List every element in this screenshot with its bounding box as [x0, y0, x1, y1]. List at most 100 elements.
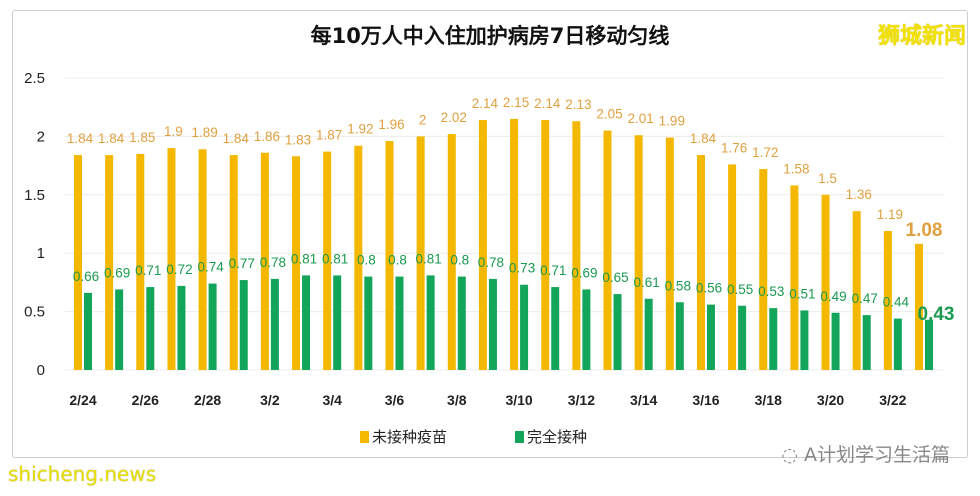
data-label-fully-vaccinated: 0.47 [852, 291, 878, 306]
bar-unvaccinated [74, 155, 82, 370]
bar-unvaccinated [541, 120, 550, 370]
x-tick-label: 3/4 [322, 392, 342, 408]
bar-fully-vaccinated [270, 278, 279, 370]
bar-unvaccinated [136, 153, 145, 370]
bar-unvaccinated [323, 151, 332, 370]
bar-fully-vaccinated [457, 276, 466, 370]
bar-unvaccinated [447, 134, 456, 370]
bar-fully-vaccinated [551, 287, 560, 370]
data-label-fully-vaccinated: 0.77 [229, 256, 255, 271]
bar-fully-vaccinated [488, 278, 497, 370]
bar-fully-vaccinated [302, 275, 311, 370]
bar-unvaccinated [416, 136, 425, 370]
bar-unvaccinated [634, 135, 643, 370]
bar-fully-vaccinated [893, 318, 902, 370]
bar-fully-vaccinated [177, 285, 186, 370]
x-tick-label: 3/10 [505, 392, 532, 408]
legend-swatch [515, 430, 525, 443]
bar-fully-vaccinated [769, 308, 778, 370]
x-tick-label: 3/12 [568, 392, 595, 408]
data-label-fully-vaccinated: 0.78 [260, 255, 286, 270]
bar-fully-vaccinated [862, 315, 871, 370]
bar-fully-vaccinated [831, 312, 840, 370]
data-label-fully-vaccinated: 0.43 [918, 304, 955, 325]
data-label-unvaccinated: 1.84 [98, 131, 125, 146]
data-label-unvaccinated: 2 [419, 112, 427, 127]
data-label-unvaccinated: 1.84 [690, 131, 717, 146]
data-label-fully-vaccinated: 0.72 [166, 262, 192, 277]
legend-label: 未接种疫苗 [372, 428, 448, 446]
data-label-fully-vaccinated: 0.51 [789, 286, 815, 301]
bar-fully-vaccinated [426, 275, 435, 370]
x-tick-label: 3/2 [260, 392, 280, 408]
y-tick-label: 2 [37, 128, 45, 145]
data-label-fully-vaccinated: 0.73 [509, 261, 535, 276]
data-label-unvaccinated: 1.89 [191, 125, 217, 140]
data-label-fully-vaccinated: 0.55 [727, 282, 753, 297]
data-label-fully-vaccinated: 0.71 [135, 263, 161, 278]
logo: 狮城新闻 [877, 24, 966, 49]
bar-unvaccinated [759, 169, 768, 370]
legend-item-unvaccinated: 未接种疫苗 [360, 426, 447, 447]
y-tick-label: 1 [37, 245, 45, 262]
wechat-watermark: ◌ A计划学习生活篇 [781, 444, 950, 466]
data-label-fully-vaccinated: 0.69 [104, 265, 130, 280]
x-tick-label: 2/24 [69, 392, 96, 408]
data-label-unvaccinated: 1.9 [164, 124, 183, 139]
bar-unvaccinated [229, 155, 238, 370]
bar-unvaccinated [821, 194, 830, 370]
data-label-fully-vaccinated: 0.65 [602, 270, 628, 285]
data-label-unvaccinated: 1.08 [906, 220, 943, 241]
data-label-unvaccinated: 2.15 [503, 95, 529, 110]
bar-fully-vaccinated [925, 319, 933, 370]
bar-fully-vaccinated [333, 275, 342, 370]
legend-swatch [360, 430, 369, 443]
data-label-fully-vaccinated: 0.81 [291, 251, 317, 266]
data-label-unvaccinated: 1.85 [129, 130, 155, 145]
bar-fully-vaccinated [395, 276, 404, 370]
y-tick-label: 2.5 [24, 70, 45, 87]
source-watermark: shicheng.news [8, 462, 157, 486]
data-label-fully-vaccinated: 0.8 [388, 253, 407, 268]
bar-unvaccinated [790, 185, 799, 370]
data-label-fully-vaccinated: 0.44 [883, 295, 910, 310]
data-label-unvaccinated: 2.05 [596, 107, 622, 122]
bar-unvaccinated [852, 211, 861, 370]
bar-fully-vaccinated [613, 294, 622, 370]
bar-fully-vaccinated [364, 276, 373, 370]
watermark-text: A计划学习生活篇 [804, 444, 950, 466]
data-label-unvaccinated: 1.84 [67, 131, 94, 146]
data-label-fully-vaccinated: 0.49 [820, 289, 846, 304]
data-label-unvaccinated: 2.14 [534, 96, 561, 111]
x-tick-label: 3/22 [879, 392, 906, 408]
data-label-unvaccinated: 2.13 [565, 97, 591, 112]
data-label-unvaccinated: 2.01 [628, 111, 654, 126]
bar-unvaccinated [292, 156, 301, 370]
x-tick-label: 3/8 [447, 392, 467, 408]
data-label-unvaccinated: 1.76 [721, 140, 747, 155]
data-label-unvaccinated: 2.14 [472, 96, 499, 111]
bar-unvaccinated [105, 155, 114, 370]
data-label-unvaccinated: 1.5 [818, 171, 837, 186]
bar-unvaccinated [696, 155, 705, 370]
data-label-unvaccinated: 1.36 [846, 187, 872, 202]
bar-fully-vaccinated [800, 310, 809, 370]
data-label-fully-vaccinated: 0.74 [197, 260, 224, 275]
data-label-fully-vaccinated: 0.69 [571, 265, 597, 280]
data-label-fully-vaccinated: 0.53 [758, 284, 784, 299]
x-tick-label: 3/6 [385, 392, 405, 408]
legend-item-fully-vaccinated: 完全接种 [515, 426, 587, 447]
bar-unvaccinated [572, 121, 581, 370]
bar-fully-vaccinated [239, 280, 248, 370]
bar-fully-vaccinated [520, 284, 529, 370]
bar-unvaccinated [198, 149, 207, 370]
chart-title: 每10万人中入住加护病房7日移动匀线 [310, 24, 670, 48]
bar-fully-vaccinated [582, 289, 591, 370]
bar-fully-vaccinated [644, 298, 653, 370]
bar-unvaccinated [510, 118, 519, 370]
data-label-fully-vaccinated: 0.61 [634, 275, 660, 290]
data-label-fully-vaccinated: 0.81 [415, 251, 441, 266]
data-label-unvaccinated: 1.92 [347, 122, 373, 137]
bar-fully-vaccinated [208, 283, 217, 370]
